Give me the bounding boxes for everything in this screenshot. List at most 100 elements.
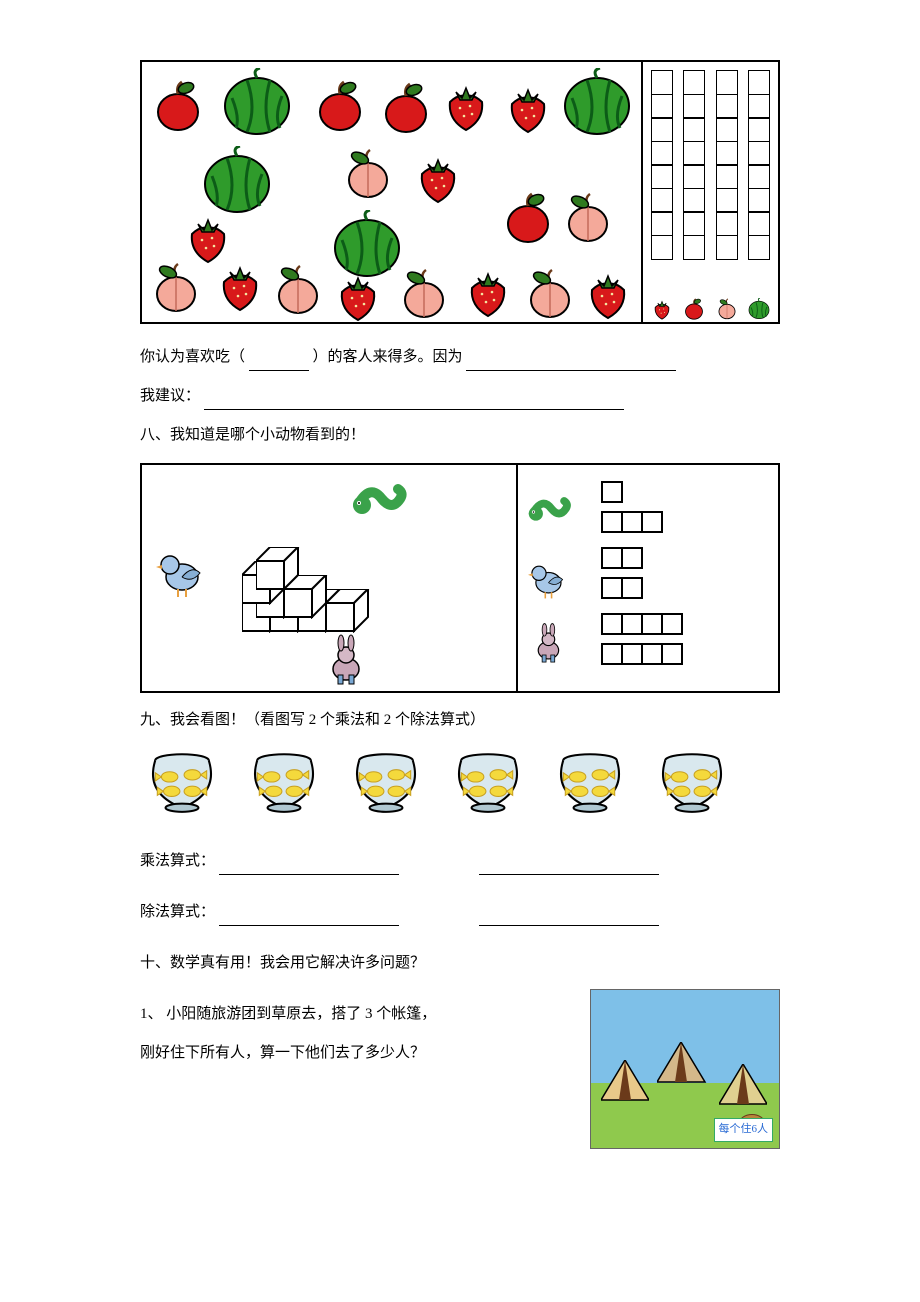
q9-title: 九、我会看图！（看图写 2 个乘法和 2 个除法算式） — [140, 707, 780, 734]
q8-title: 八、我知道是哪个小动物看到的！ — [140, 422, 780, 449]
watermelon-icon — [562, 68, 632, 138]
apple-icon — [683, 298, 705, 320]
q10-sub1-a: 1、 小阳随旅游团到草原去，搭了 3 个帐篷， — [140, 1001, 550, 1028]
tally-cell[interactable] — [748, 141, 770, 166]
tally-cell[interactable] — [748, 94, 770, 119]
tally-cell[interactable] — [683, 94, 705, 119]
q7-blank-fruit[interactable] — [249, 353, 309, 371]
q8-box — [140, 463, 780, 693]
tally-cell[interactable] — [716, 235, 738, 260]
fruit-count-box — [140, 60, 780, 324]
peach-icon — [342, 148, 394, 200]
apple-icon — [314, 80, 366, 132]
view-cell — [601, 643, 623, 665]
view-cell — [621, 547, 643, 569]
fishbowl-icon — [650, 746, 734, 816]
tally-cell[interactable] — [716, 117, 738, 142]
apple-icon — [380, 82, 432, 134]
q10-title: 十、数学真有用！我会用它解决许多问题？ — [140, 950, 780, 977]
view-cell — [641, 643, 663, 665]
tally-column[interactable] — [716, 70, 738, 294]
view-shape — [602, 614, 682, 674]
tally-cell[interactable] — [716, 141, 738, 166]
tent-image: 每个住6人 — [590, 989, 780, 1149]
tally-cell[interactable] — [748, 211, 770, 236]
fishbowl-row — [140, 746, 780, 816]
peach-icon — [272, 264, 324, 316]
strawberry-icon — [182, 212, 234, 264]
tally-cell[interactable] — [683, 164, 705, 189]
tally-cell[interactable] — [748, 188, 770, 213]
q7-line1-pre: 你认为喜欢吃（ — [140, 349, 245, 365]
q7-blank-suggest[interactable] — [204, 392, 624, 410]
bird-icon — [156, 543, 208, 601]
rabbit-icon — [320, 633, 372, 689]
tally-cell[interactable] — [716, 70, 738, 95]
fishbowl-icon — [446, 746, 530, 816]
q9-div-blank2[interactable] — [479, 908, 659, 926]
tally-cell[interactable] — [683, 211, 705, 236]
strawberry-icon — [332, 270, 384, 322]
q9-div-blank1[interactable] — [219, 908, 399, 926]
tally-cell[interactable] — [683, 188, 705, 213]
view-cell — [621, 511, 643, 533]
tally-cell[interactable] — [716, 188, 738, 213]
q9-mul-blank2[interactable] — [479, 857, 659, 875]
tally-cell[interactable] — [651, 117, 673, 142]
strawberry-icon — [462, 266, 514, 318]
tally-cell[interactable] — [716, 94, 738, 119]
q10-sub1: 1、 小阳随旅游团到草原去，搭了 3 个帐篷， 刚好住下所有人，算一下他们去了多… — [140, 989, 780, 1149]
tally-column[interactable] — [651, 70, 673, 294]
view-shape — [602, 548, 642, 608]
tally-cell[interactable] — [651, 141, 673, 166]
strawberry-icon — [440, 80, 492, 132]
view-shape — [602, 482, 662, 542]
tally-cell[interactable] — [716, 211, 738, 236]
view-cell — [661, 643, 683, 665]
tally-cell[interactable] — [716, 164, 738, 189]
tally-column[interactable] — [683, 70, 705, 294]
q7-line2-pre: 我建议： — [140, 388, 200, 404]
tally-cell[interactable] — [651, 94, 673, 119]
tally-cell[interactable] — [748, 164, 770, 189]
q7-line2: 我建议： — [140, 383, 780, 410]
view-cell — [621, 577, 643, 599]
tally-cell[interactable] — [651, 235, 673, 260]
tally-cell[interactable] — [748, 235, 770, 260]
fishbowl-icon — [344, 746, 428, 816]
tally-cell[interactable] — [683, 141, 705, 166]
fishbowl-icon — [242, 746, 326, 816]
tally-cell[interactable] — [651, 211, 673, 236]
tally-cell[interactable] — [683, 70, 705, 95]
watermelon-icon — [202, 146, 272, 216]
view-cell — [641, 613, 663, 635]
view-cell — [661, 613, 683, 635]
view-row — [528, 548, 768, 608]
tally-cell[interactable] — [651, 188, 673, 213]
q9-div-row: 除法算式： — [140, 887, 780, 938]
peach-icon — [716, 298, 738, 320]
q9-mul-blank1[interactable] — [219, 857, 399, 875]
peach-icon — [398, 268, 450, 320]
tally-cell[interactable] — [683, 117, 705, 142]
view-cell — [621, 643, 643, 665]
tally-column[interactable] — [748, 70, 770, 294]
q9-mul-label: 乘法算式： — [140, 853, 215, 869]
view-cell — [641, 511, 663, 533]
q7-line1-mid: ）的客人来得多。因为 — [313, 349, 463, 365]
tally-cell[interactable] — [748, 70, 770, 95]
q7-blank-reason[interactable] — [466, 353, 676, 371]
fruit-scatter-area — [142, 62, 643, 322]
watermelon-icon — [748, 298, 770, 320]
tent-capacity-label: 每个住6人 — [714, 1118, 774, 1142]
tally-cell[interactable] — [651, 164, 673, 189]
tally-cell[interactable] — [683, 235, 705, 260]
q9-mul-row: 乘法算式： — [140, 836, 780, 887]
strawberry-icon — [502, 82, 554, 134]
snake-icon — [528, 490, 572, 534]
bird-icon — [528, 556, 572, 600]
tally-chart — [643, 62, 778, 322]
tally-cell[interactable] — [651, 70, 673, 95]
tally-cell[interactable] — [748, 117, 770, 142]
q7-line1: 你认为喜欢吃（ ）的客人来得多。因为 — [140, 344, 780, 371]
